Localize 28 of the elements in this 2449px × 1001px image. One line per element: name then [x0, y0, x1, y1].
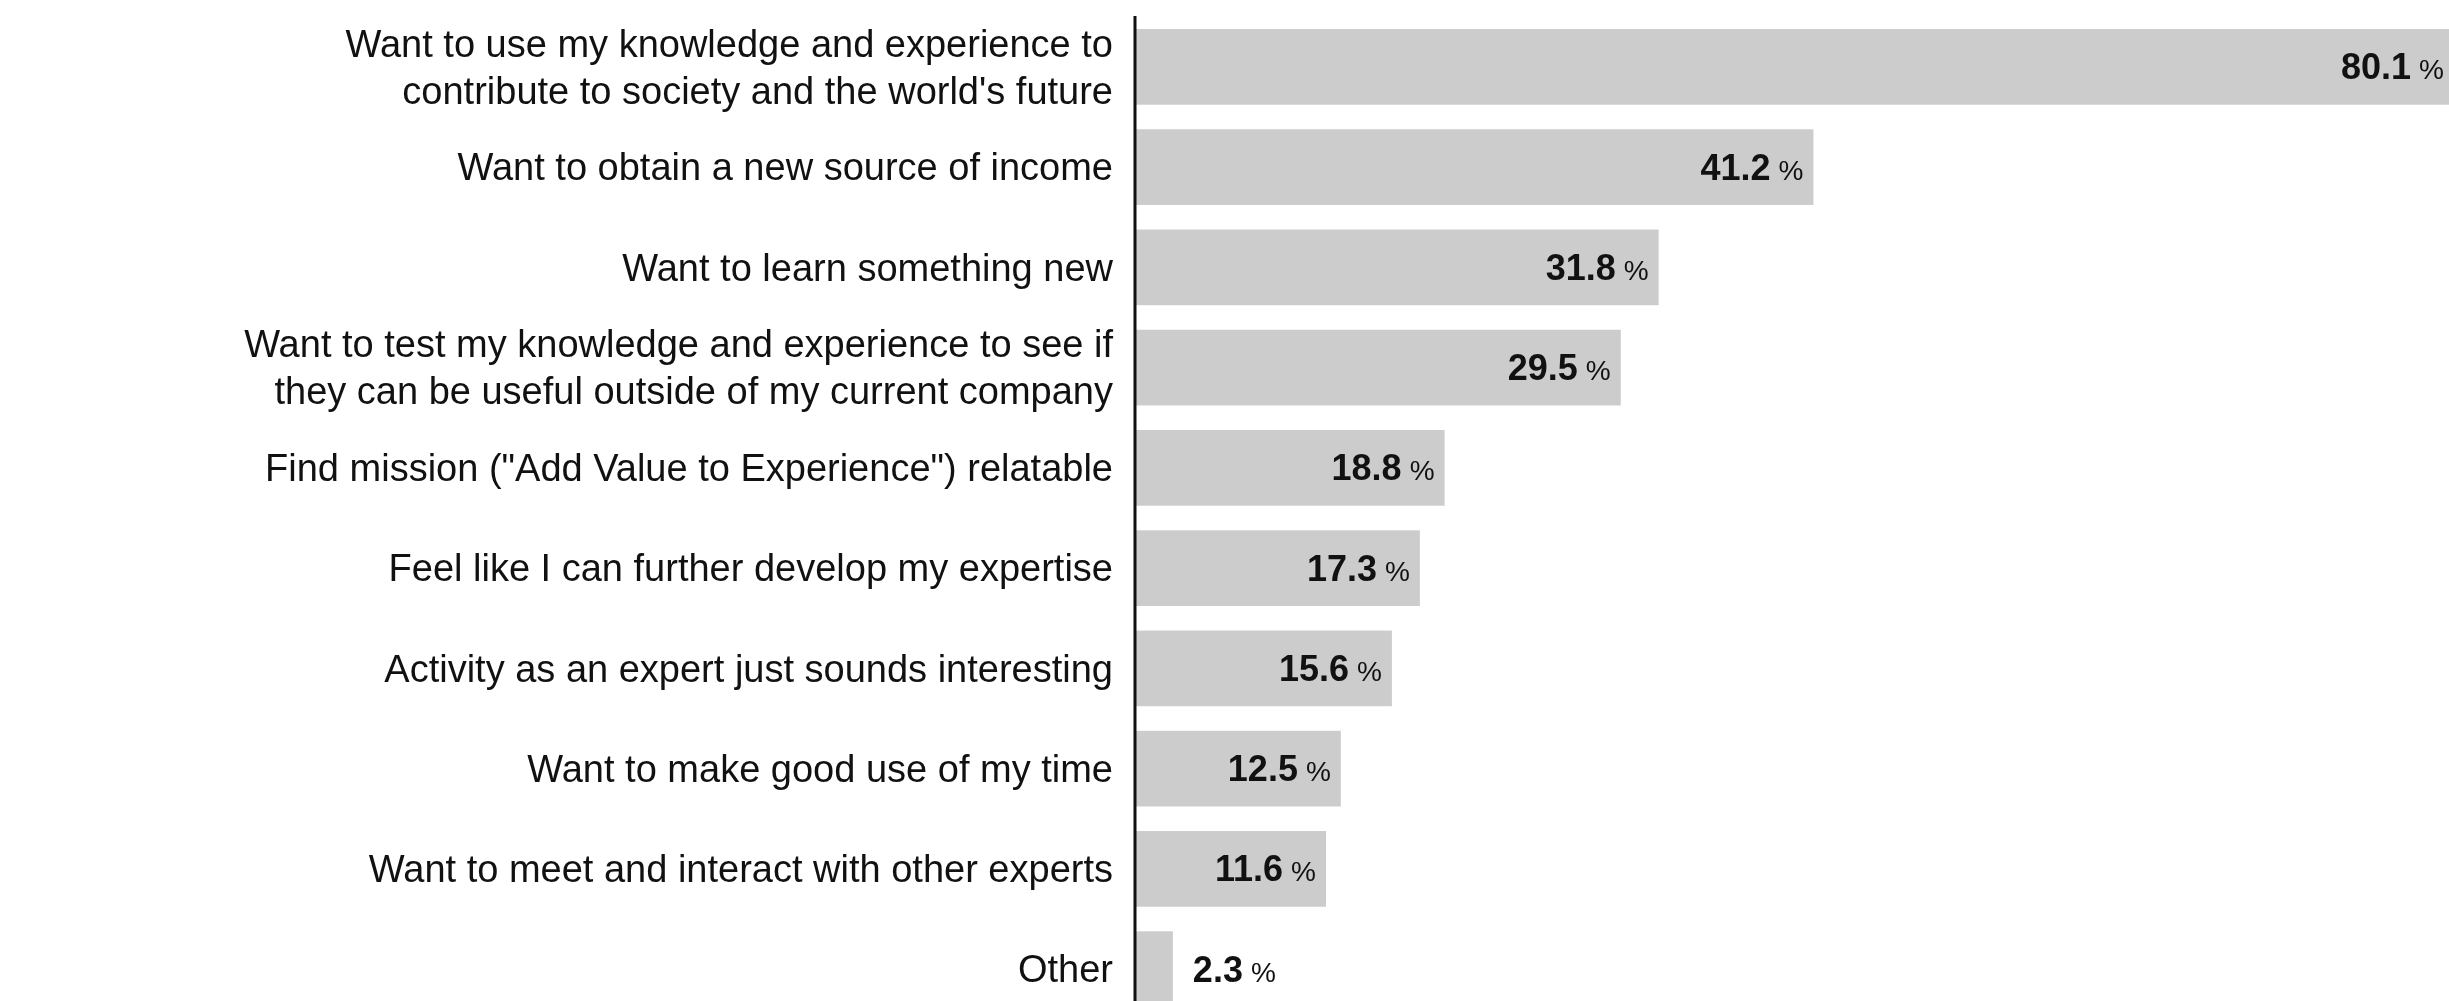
bar [1135, 430, 1445, 506]
bar [1135, 129, 1814, 205]
y-tick-label: Activity as an expert just sounds interesting [384, 647, 1113, 690]
y-tick-label: Want to meet and interact with other experts [368, 848, 1113, 891]
data-label: 18.8 % [1331, 447, 1435, 489]
y-tick-label: Want to learn something new [622, 246, 1114, 289]
data-label: 41.2 % [1700, 146, 1804, 188]
y-tick-label: Want to test my knowledge and experience to see if they can be useful outside of my current company [244, 323, 1114, 413]
bar [1135, 630, 1392, 707]
data-label: 12.5 % [1227, 748, 1331, 790]
bar [1135, 329, 1621, 406]
data-label: 31.8 % [1545, 246, 1649, 288]
data-label: 11.6 % [1215, 848, 1317, 890]
y-tick-label: Want to obtain a new source of income [457, 146, 1113, 189]
bar [1135, 229, 1659, 306]
data-label: 17.3 % [1306, 547, 1410, 589]
bar [1135, 831, 1327, 907]
y-tick-label: Feel like I can further develop my expertise [388, 547, 1113, 590]
bar [1135, 730, 1341, 807]
y-tick-label: Want to use my knowledge and experience to contribute to society and the world's future [345, 22, 1113, 112]
y-tick-label: Want to make good use of my time [527, 747, 1113, 790]
y-tick-label: Other [1017, 948, 1114, 991]
data-label: 80.1 % [2341, 46, 2444, 88]
data-label: 15.6 % [1278, 647, 1382, 689]
data-label: 2.3 % [1192, 948, 1276, 990]
data-label: 29.5 % [1507, 347, 1611, 389]
y-tick-label: Find mission ("Add Value to Experience") relatable [265, 447, 1113, 490]
bar [1135, 530, 1420, 606]
